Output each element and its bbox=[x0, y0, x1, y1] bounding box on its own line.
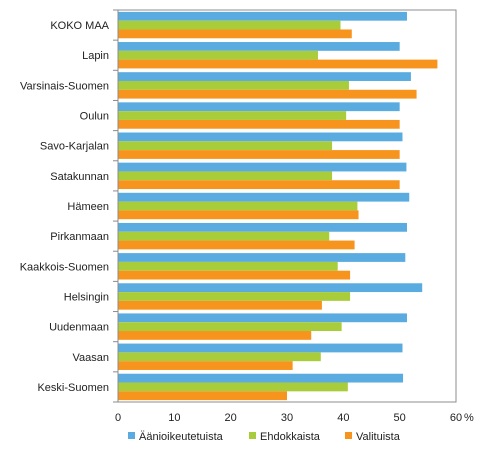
x-tick-label: 60 bbox=[450, 412, 462, 424]
category-label: Satakunnan bbox=[50, 171, 109, 183]
legend-label-3: Valituista bbox=[356, 431, 401, 443]
bar-series-2-3 bbox=[118, 111, 347, 120]
bar-series-3-7 bbox=[118, 240, 355, 250]
legend-label-2: Ehdokkaista bbox=[260, 431, 321, 443]
bar-series-2-6 bbox=[118, 201, 358, 211]
bar-series-3-1 bbox=[118, 59, 438, 69]
bar-series-2-10 bbox=[118, 322, 342, 332]
bar-series-2-11 bbox=[118, 352, 321, 362]
category-label: Keski-Suomen bbox=[37, 382, 109, 394]
x-tick-label: 50 bbox=[394, 412, 406, 424]
legend-swatch-2 bbox=[249, 432, 256, 439]
legend-swatch-1 bbox=[128, 432, 135, 439]
bar-series-1-10 bbox=[118, 313, 407, 323]
bar-series-3-3 bbox=[118, 119, 400, 129]
bar-series-2-1 bbox=[118, 50, 318, 60]
category-label: Pirkanmaan bbox=[50, 231, 109, 243]
bar-series-1-0 bbox=[118, 11, 407, 21]
bar-series-3-12 bbox=[118, 391, 287, 401]
x-tick-label: 40 bbox=[337, 412, 349, 424]
bar-series-3-5 bbox=[118, 180, 400, 190]
category-label: Kaakkois-Suomen bbox=[20, 261, 109, 273]
x-tick-label: 10 bbox=[168, 412, 180, 424]
bar-series-1-8 bbox=[118, 253, 406, 262]
bar-series-2-9 bbox=[118, 292, 351, 301]
bar-series-3-9 bbox=[118, 300, 322, 310]
category-label: KOKO MAA bbox=[50, 20, 109, 32]
bar-series-1-4 bbox=[118, 132, 403, 142]
legend: Äänioikeutetuista Ehdokkaista Valituista bbox=[128, 431, 401, 443]
bar-series-1-3 bbox=[118, 102, 400, 112]
bar-series-2-0 bbox=[118, 20, 341, 30]
bar-series-3-6 bbox=[118, 210, 359, 220]
bar-series-2-7 bbox=[118, 231, 330, 241]
bar-series-2-12 bbox=[118, 382, 348, 392]
category-label: Oulun bbox=[80, 111, 109, 123]
legend-label-1: Äänioikeutetuista bbox=[139, 431, 224, 443]
category-labels: KOKO MAA Lapin Varsinais-Suomen Oulun Savo-K… bbox=[20, 20, 110, 394]
category-label: Savo-Karjalan bbox=[40, 141, 109, 153]
bar-series-1-7 bbox=[118, 222, 407, 232]
x-tick-label: 0 bbox=[115, 412, 121, 424]
category-label: Hämeen bbox=[67, 201, 109, 213]
bar-series-1-9 bbox=[118, 283, 423, 293]
bar-series-2-4 bbox=[118, 141, 333, 151]
category-axis bbox=[113, 9, 119, 403]
value-axis: 0 10 20 30 40 50 60 bbox=[115, 412, 462, 424]
category-label: Uudenmaan bbox=[49, 322, 109, 334]
category-label: Vaasan bbox=[73, 352, 110, 364]
bar-series-3-4 bbox=[118, 150, 400, 159]
bar-series-1-2 bbox=[118, 72, 411, 81]
bar-series-3-2 bbox=[118, 89, 417, 99]
bar-series-3-10 bbox=[118, 331, 312, 340]
bar-series-2-8 bbox=[118, 261, 338, 271]
bar-series-1-1 bbox=[118, 42, 400, 51]
category-label: Lapin bbox=[82, 50, 109, 62]
x-tick-label: 30 bbox=[281, 412, 293, 424]
bar-series-1-5 bbox=[118, 162, 407, 172]
bar-series-3-8 bbox=[118, 270, 351, 280]
legend-swatch-3 bbox=[345, 432, 352, 439]
bar-series-3-0 bbox=[118, 29, 352, 39]
bar-series-1-6 bbox=[118, 192, 410, 202]
bar-series-1-12 bbox=[118, 373, 404, 383]
bar-series-1-11 bbox=[118, 343, 403, 353]
x-tick-label: 20 bbox=[225, 412, 237, 424]
axis-unit-label: % bbox=[464, 412, 474, 424]
category-label: Helsingin bbox=[64, 291, 109, 303]
bar-series-2-5 bbox=[118, 171, 333, 181]
bar-series-2-2 bbox=[118, 80, 349, 90]
category-label: Varsinais-Suomen bbox=[20, 80, 109, 92]
bar-series-3-11 bbox=[118, 361, 293, 370]
bars bbox=[118, 11, 438, 401]
